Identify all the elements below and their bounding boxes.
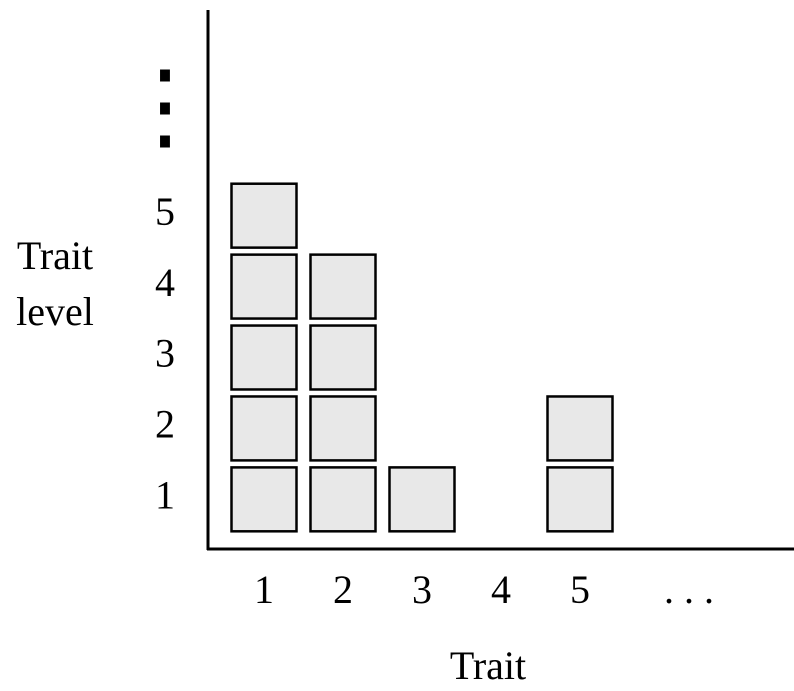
y-tick-label: 4	[155, 260, 175, 305]
box	[230, 395, 298, 462]
x-tick-label: 5	[570, 567, 590, 612]
bar	[230, 182, 298, 533]
x-tick-label: 1	[254, 567, 274, 612]
box	[309, 324, 377, 391]
y-tick-label: 5	[155, 189, 175, 234]
y-tick-label: 2	[155, 402, 175, 447]
box	[230, 182, 298, 249]
y-tick-label: 3	[155, 331, 175, 376]
bar	[546, 395, 614, 533]
box	[309, 395, 377, 462]
x-axis-title: Trait	[450, 643, 526, 688]
y-axis-title: Trait level	[16, 233, 94, 334]
y-tick-label: 1	[155, 473, 175, 518]
box	[309, 466, 377, 533]
box	[230, 324, 298, 391]
x-tick-label: . . .	[664, 567, 714, 612]
box	[546, 395, 614, 462]
bar	[388, 466, 456, 533]
box	[388, 466, 456, 533]
box	[309, 253, 377, 320]
box	[230, 466, 298, 533]
x-tick-label: 3	[412, 567, 432, 612]
box	[230, 253, 298, 320]
box	[546, 466, 614, 533]
bar	[309, 253, 377, 533]
x-tick-label: 4	[491, 567, 511, 612]
y-tick-label: ⋮	[117, 52, 213, 159]
x-tick-label: 2	[333, 567, 353, 612]
